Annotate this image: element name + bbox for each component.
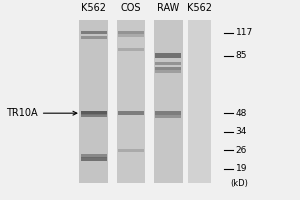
- Bar: [118, 48, 144, 51]
- Bar: [118, 149, 144, 152]
- Text: 26: 26: [236, 146, 247, 155]
- Bar: [155, 53, 181, 58]
- Text: RAW: RAW: [157, 3, 179, 13]
- Bar: [155, 115, 181, 118]
- Bar: [188, 20, 211, 183]
- Bar: [155, 111, 181, 115]
- Bar: [117, 20, 145, 183]
- Text: 34: 34: [236, 127, 247, 136]
- Bar: [81, 31, 106, 34]
- Bar: [183, 20, 188, 183]
- Bar: [81, 154, 106, 158]
- Bar: [81, 111, 106, 115]
- Bar: [118, 111, 144, 115]
- Bar: [155, 67, 181, 70]
- Text: K562: K562: [187, 3, 212, 13]
- Text: 117: 117: [236, 28, 253, 37]
- Bar: [118, 31, 144, 34]
- Bar: [118, 34, 144, 37]
- Bar: [80, 20, 108, 183]
- Text: 19: 19: [236, 164, 247, 173]
- Bar: [81, 114, 106, 117]
- Text: COS: COS: [121, 3, 141, 13]
- Bar: [155, 62, 181, 65]
- Text: 48: 48: [236, 109, 247, 118]
- Bar: [81, 36, 106, 39]
- Text: TR10A: TR10A: [6, 108, 77, 118]
- Bar: [81, 157, 106, 161]
- Text: 85: 85: [236, 51, 247, 60]
- Bar: [155, 70, 181, 73]
- Text: (kD): (kD): [230, 179, 248, 188]
- Bar: [154, 20, 183, 183]
- Text: K562: K562: [81, 3, 106, 13]
